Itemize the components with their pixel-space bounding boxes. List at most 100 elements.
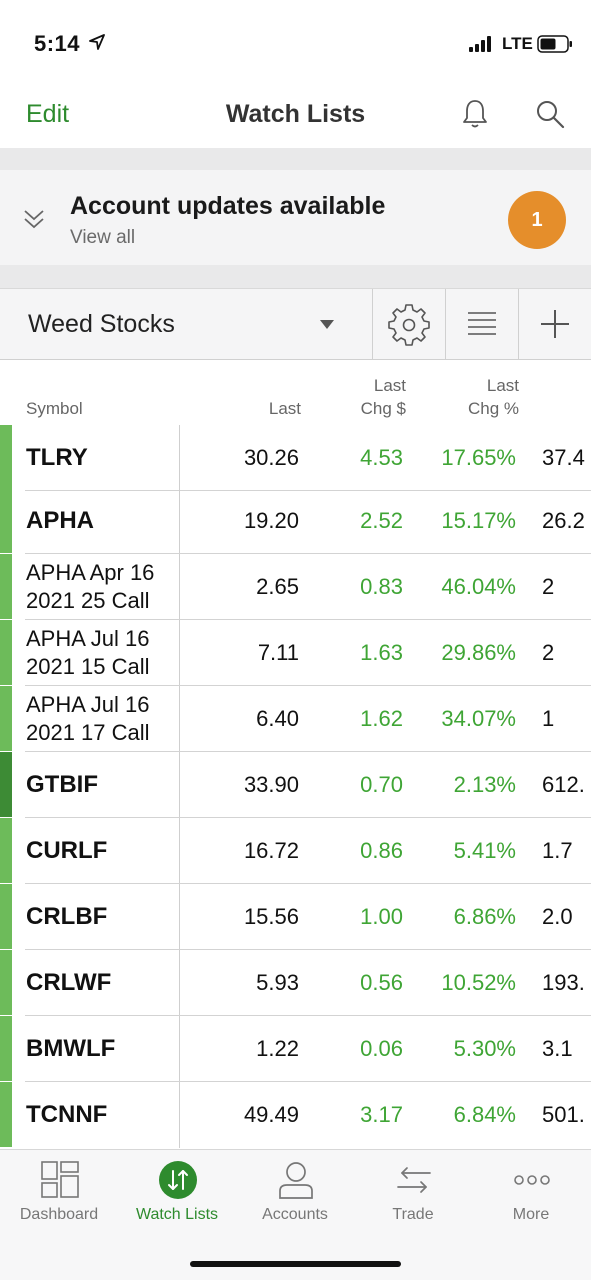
row-extra: 37.4	[542, 445, 585, 470]
battery-icon	[537, 35, 572, 53]
divider	[25, 817, 591, 818]
row-pct: 15.17%	[441, 508, 516, 533]
tab-watch-lists[interactable]: Watch Lists	[118, 1150, 236, 1240]
search-icon[interactable]	[534, 98, 566, 130]
row-symbol: CRLWF	[26, 969, 112, 996]
divider	[25, 949, 591, 950]
row-last: 30.26	[243, 445, 299, 470]
row-extra: 612.	[542, 772, 585, 797]
table-row[interactable]: TLRY 30.26 4.53 17.65% 37.4	[0, 425, 591, 491]
row-indicator	[0, 554, 12, 619]
row-pct: 17.65%	[441, 445, 516, 470]
divider	[25, 490, 591, 491]
trade-icon	[397, 1167, 431, 1193]
add-symbol-button[interactable]	[518, 289, 591, 359]
row-symbol: CURLF	[26, 837, 108, 864]
row-chg: 0.70	[360, 772, 403, 797]
table-header: Symbol Last Last Chg $ Last Chg %	[0, 360, 591, 426]
table-row[interactable]: CRLWF 5.93 0.56 10.52% 193.	[0, 950, 591, 1016]
row-chg: 3.17	[360, 1102, 403, 1127]
tab-label: Watch Lists	[135, 1206, 219, 1223]
row-indicator	[0, 488, 12, 553]
table-row[interactable]: APHA 19.20 2.52 15.17% 26.2	[0, 488, 591, 554]
table-row[interactable]: BMWLF 1.22 0.06 5.30% 3.1	[0, 1016, 591, 1082]
row-indicator	[0, 884, 12, 949]
table-row[interactable]: APHA Jul 16 2021 17 Call 6.40 1.62 34.07…	[0, 686, 591, 752]
row-chg: 0.56	[360, 970, 403, 995]
settings-button[interactable]	[372, 289, 445, 359]
row-extra: 193.	[542, 970, 585, 995]
row-chg: 0.86	[360, 838, 403, 863]
list-view-button[interactable]	[445, 289, 518, 359]
bottom-tab-bar: Dashboard Watch Lists Accounts	[0, 1149, 591, 1280]
column-header-pct-line2[interactable]: Chg %	[467, 399, 519, 418]
table-row[interactable]: CURLF 16.72 0.86 5.41% 1.7	[0, 818, 591, 884]
divider	[179, 554, 180, 620]
watchlist-selector[interactable]: Weed Stocks	[0, 289, 372, 359]
page-title: Watch Lists	[225, 100, 366, 128]
row-symbol: CRLBF	[26, 903, 108, 930]
row-extra: 1.7	[542, 838, 573, 863]
row-pct: 6.86%	[453, 904, 516, 929]
row-pct: 46.04%	[441, 574, 516, 599]
column-header-chg-line2[interactable]: Chg $	[360, 399, 406, 418]
watchlist-toolbar: Weed Stocks	[0, 288, 591, 360]
watch-lists-icon	[159, 1161, 197, 1199]
row-symbol: TCNNF	[26, 1101, 108, 1128]
row-last: 19.20	[243, 508, 299, 533]
row-pct: 5.41%	[453, 838, 516, 863]
row-last: 16.72	[243, 838, 299, 863]
row-chg: 1.00	[360, 904, 403, 929]
row-pct: 10.52%	[441, 970, 516, 995]
tab-more[interactable]: More	[472, 1150, 590, 1240]
column-header-symbol[interactable]: Symbol	[26, 399, 83, 418]
row-pct: 6.84%	[453, 1102, 516, 1127]
row-indicator	[0, 620, 12, 685]
row-extra: 2	[542, 574, 555, 599]
row-extra: 3.1	[542, 1036, 573, 1061]
row-last: 5.93	[256, 970, 299, 995]
row-symbol: APHA	[26, 507, 95, 534]
tab-accounts[interactable]: Accounts	[236, 1150, 354, 1240]
edit-button[interactable]: Edit	[26, 100, 70, 128]
column-header-last[interactable]: Last	[268, 399, 301, 418]
table-row[interactable]: APHA Jul 16 2021 15 Call 7.11 1.63 29.86…	[0, 620, 591, 686]
divider	[179, 686, 180, 752]
view-all-link[interactable]: View all	[70, 227, 136, 248]
divider	[25, 685, 591, 686]
row-symbol: APHA Apr 16 2021 25 Call	[26, 560, 155, 613]
divider	[25, 619, 591, 620]
table-row[interactable]: TCNNF 49.49 3.17 6.84% 501.	[0, 1082, 591, 1148]
column-header-chg-line1[interactable]: Last	[373, 376, 406, 395]
row-symbol: BMWLF	[26, 1035, 116, 1062]
column-header-pct-line1[interactable]: Last	[486, 376, 519, 395]
divider	[179, 884, 180, 950]
signal-icon	[469, 36, 491, 52]
table-row[interactable]: APHA Apr 16 2021 25 Call 2.65 0.83 46.04…	[0, 554, 591, 620]
row-extra: 1	[542, 706, 555, 731]
row-last: 33.90	[243, 772, 299, 797]
row-pct: 2.13%	[453, 772, 516, 797]
row-extra: 2.0	[542, 904, 573, 929]
home-indicator[interactable]	[190, 1261, 401, 1267]
tab-label: More	[512, 1206, 550, 1223]
status-bar: 5:14 LTE	[0, 0, 591, 88]
row-indicator	[0, 950, 12, 1015]
network-label: LTE	[502, 34, 533, 53]
account-updates-banner[interactable]: Account updates available View all	[0, 170, 591, 265]
tab-dashboard[interactable]: Dashboard	[0, 1150, 118, 1240]
updates-title: Account updates available	[70, 192, 386, 220]
gear-icon	[388, 304, 430, 346]
row-last: 15.56	[243, 904, 299, 929]
row-symbol: APHA Jul 16 2021 15 Call	[26, 626, 150, 679]
row-last: 7.11	[257, 640, 299, 665]
bell-icon[interactable]	[461, 98, 489, 130]
table-row[interactable]: GTBIF 33.90 0.70 2.13% 612.	[0, 752, 591, 818]
watchlist-name: Weed Stocks	[28, 310, 175, 338]
row-pct: 29.86%	[441, 640, 516, 665]
row-indicator	[0, 425, 12, 490]
table-row[interactable]: CRLBF 15.56 1.00 6.86% 2.0	[0, 884, 591, 950]
tab-trade[interactable]: Trade	[354, 1150, 472, 1240]
divider	[179, 752, 180, 818]
divider	[179, 425, 180, 491]
